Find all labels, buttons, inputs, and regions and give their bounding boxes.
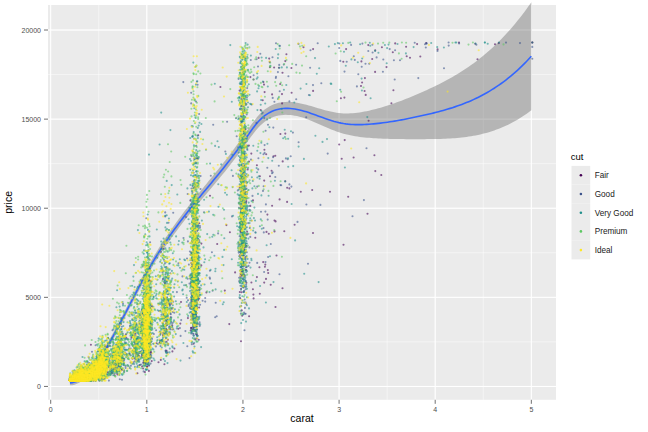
svg-text:Fair: Fair [595,171,609,180]
svg-text:3: 3 [337,406,341,413]
svg-text:5: 5 [529,406,533,413]
svg-text:price: price [2,191,14,214]
svg-text:5000: 5000 [25,294,41,301]
svg-text:Very Good: Very Good [595,209,634,218]
svg-text:Premium: Premium [595,227,628,236]
svg-text:Good: Good [595,190,615,199]
svg-text:15000: 15000 [22,116,42,123]
svg-text:2: 2 [241,406,245,413]
svg-text:0: 0 [49,406,53,413]
svg-text:Ideal: Ideal [595,246,613,255]
svg-text:cut: cut [571,151,584,162]
svg-text:0: 0 [37,383,41,390]
svg-text:1: 1 [145,406,149,413]
svg-text:carat: carat [290,412,313,424]
svg-text:4: 4 [433,406,437,413]
svg-text:20000: 20000 [22,27,42,34]
svg-text:10000: 10000 [22,205,42,212]
